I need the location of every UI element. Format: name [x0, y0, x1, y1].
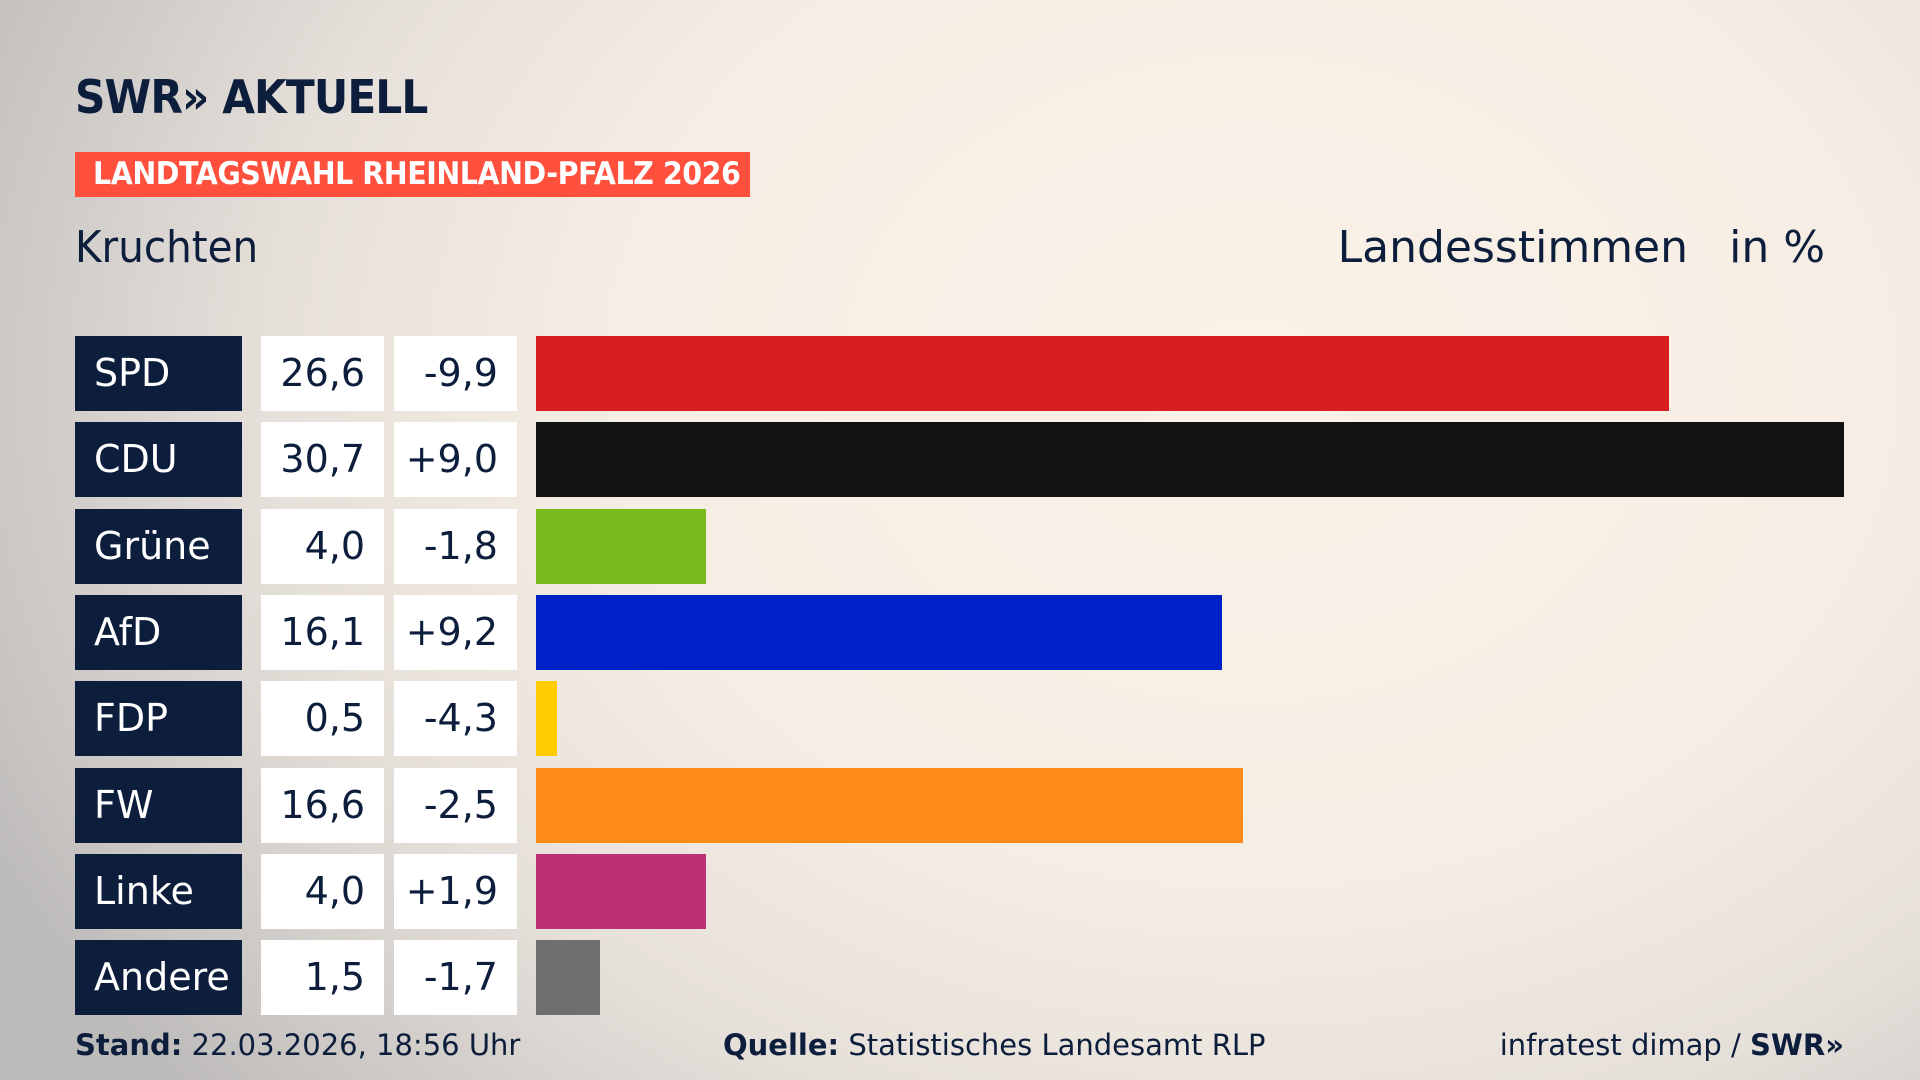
bar-spd: [536, 336, 1670, 411]
source-text: Quelle: Statistisches Landesamt RLP: [723, 1028, 1266, 1062]
swr-logo: SWR»: [1750, 1028, 1844, 1062]
party-label: Andere: [75, 940, 242, 1016]
value-label: 26,6: [261, 336, 384, 411]
stand-value: 22.03.2026, 18:56 Uhr: [191, 1028, 521, 1062]
bar-linke: [536, 853, 707, 929]
credit: infratest dimap /: [1499, 1028, 1751, 1062]
party-label: FDP: [75, 681, 242, 757]
bar-fdp: [536, 681, 558, 757]
value-label: 1,5: [261, 940, 384, 1016]
party-label: Grüne: [75, 508, 242, 584]
credit-text: infratest dimap / SWR»: [1500, 1028, 1844, 1062]
stand-text: Stand: 22.03.2026, 18:56 Uhr: [75, 1028, 520, 1062]
change-label: +9,0: [394, 422, 517, 498]
change-label: -2,5: [394, 767, 517, 843]
value-label: 4,0: [261, 853, 384, 929]
party-label: FW: [75, 767, 242, 843]
swr-aktuell-logo: SWR» AKTUELL: [75, 70, 428, 124]
place-title: Kruchten: [75, 222, 259, 273]
source-value: Statistisches Landesamt RLP: [848, 1028, 1266, 1062]
stand-label: Stand:: [75, 1028, 183, 1062]
bar-cdu: [536, 422, 1844, 498]
bar-andere: [536, 940, 600, 1016]
banner-text: LANDTAGSWAHL RHEINLAND-PFALZ 2026: [93, 156, 741, 192]
change-label: -9,9: [394, 336, 517, 411]
source-label: Quelle:: [723, 1028, 840, 1062]
change-label: -1,7: [394, 940, 517, 1016]
party-label: CDU: [75, 422, 242, 498]
bar-afd: [536, 594, 1222, 670]
change-label: +1,9: [394, 853, 517, 929]
party-label: SPD: [75, 336, 242, 411]
change-label: -4,3: [394, 681, 517, 757]
value-label: 16,6: [261, 767, 384, 843]
party-label: AfD: [75, 594, 242, 670]
bar-fw: [536, 767, 1244, 843]
change-label: +9,2: [394, 594, 517, 670]
value-label: 16,1: [261, 594, 384, 670]
unit-label: in %: [1729, 222, 1825, 273]
election-banner: LANDTAGSWAHL RHEINLAND-PFALZ 2026: [75, 152, 750, 197]
value-label: 4,0: [261, 508, 384, 584]
change-label: -1,8: [394, 508, 517, 584]
party-label: Linke: [75, 853, 242, 929]
measure-label: Landesstimmen: [1337, 222, 1688, 273]
bar-grüne: [536, 508, 707, 584]
value-label: 0,5: [261, 681, 384, 757]
value-label: 30,7: [261, 422, 384, 498]
